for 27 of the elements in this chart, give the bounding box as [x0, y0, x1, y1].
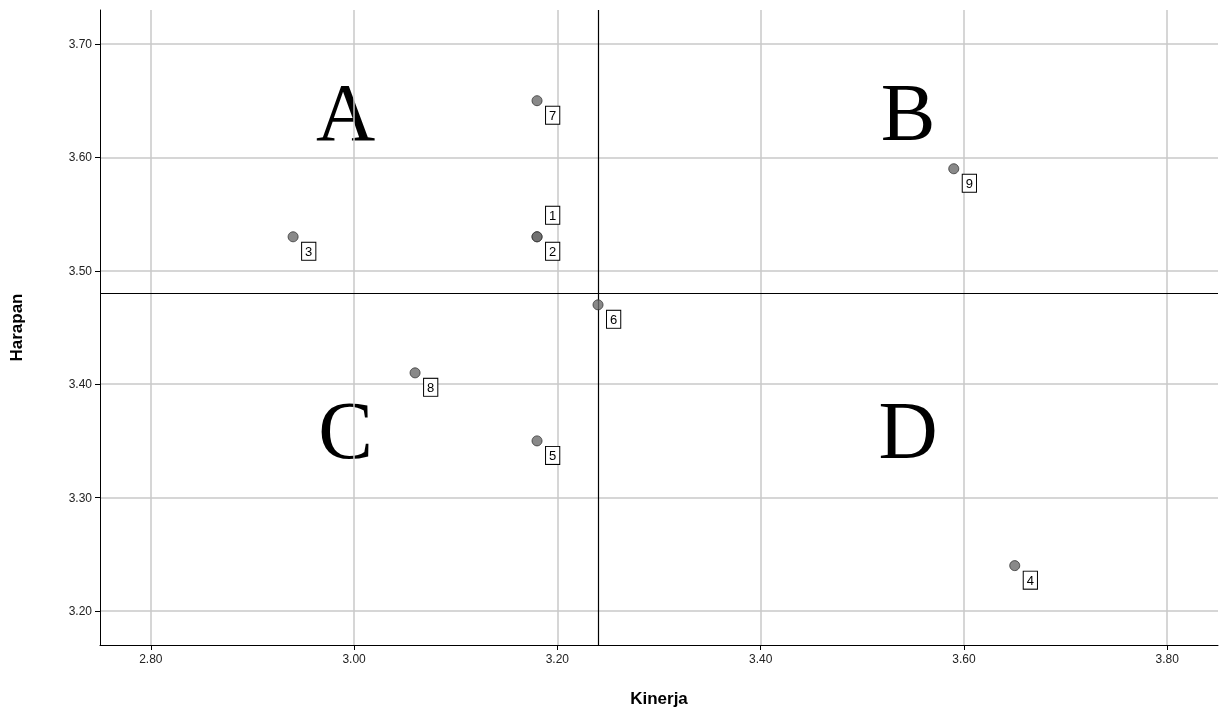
x-tick-label: 3.20 [545, 652, 570, 666]
annotation: 4 [1026, 572, 1034, 588]
annotation: 9 [965, 175, 973, 191]
annotation: 3 [305, 243, 313, 259]
y-tick-label: 3.70 [68, 37, 93, 52]
y-tick-label: 3.50 [68, 263, 93, 278]
x-tick-label: 3.60 [952, 652, 976, 666]
annotation: 5 [549, 447, 557, 463]
annotation: 7 [549, 107, 557, 123]
annotation: A [316, 67, 376, 159]
x-axis-title: Kinerja [630, 689, 689, 708]
annotation: 1 [549, 207, 557, 223]
annotation: 8 [427, 379, 435, 395]
y-axis-title: Harapan [7, 293, 26, 362]
annotation: D [878, 384, 938, 476]
x-tick-label: 2.80 [139, 652, 163, 666]
y-tick-label: 3.20 [68, 603, 93, 618]
annotation: 2 [549, 243, 557, 259]
annotation: 6 [610, 311, 618, 327]
annotation: B [880, 67, 936, 159]
y-tick-label: 3.30 [68, 490, 93, 505]
x-tick-label: 3.40 [748, 652, 773, 666]
x-tick-label: 3.80 [1155, 652, 1180, 666]
x-tick-label: 3.00 [342, 652, 367, 666]
annotation: C [318, 384, 373, 476]
y-tick-label: 3.60 [68, 150, 93, 165]
y-tick-label: 3.40 [68, 377, 93, 392]
